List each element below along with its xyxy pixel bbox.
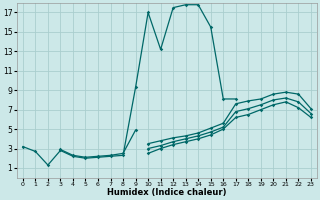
X-axis label: Humidex (Indice chaleur): Humidex (Indice chaleur): [107, 188, 227, 197]
